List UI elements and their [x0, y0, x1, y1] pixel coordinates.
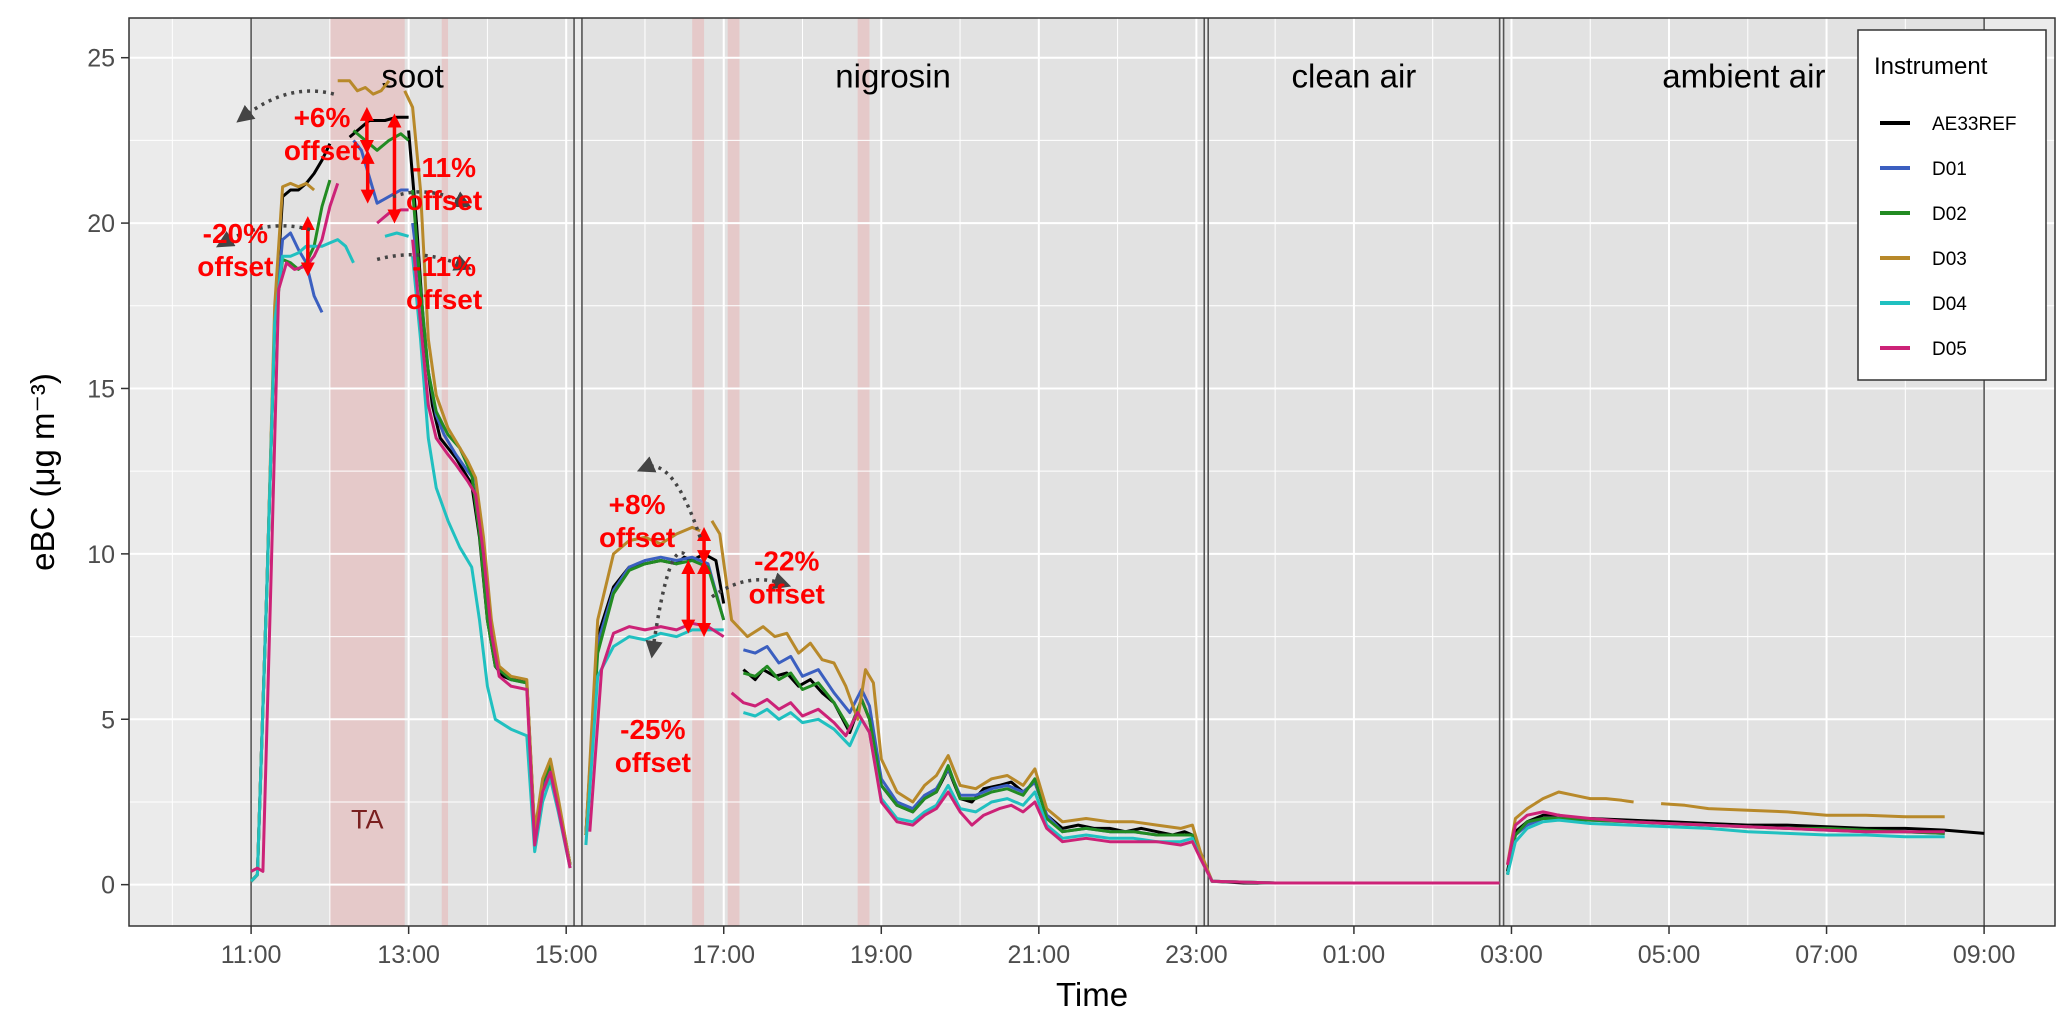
- x-tick-label: 09:00: [1953, 941, 2016, 969]
- annotation-leader-arrow: [392, 190, 472, 208]
- offset-word-label: offset: [197, 251, 273, 282]
- offset-percentage-label: -22%: [754, 545, 819, 576]
- shaded-period: [441, 18, 449, 926]
- series-line-d03: [403, 90, 572, 866]
- series-line-d03: [337, 79, 391, 96]
- x-tick-label: 11:00: [221, 941, 282, 969]
- x-tick-label: 13:00: [377, 941, 440, 969]
- offset-annotations: +6%offset-11%offset-20%offset -11%offset+…: [197, 89, 825, 778]
- data-series: [250, 79, 1985, 885]
- y-tick-label: 5: [101, 706, 115, 734]
- series-line-d02: [411, 189, 572, 866]
- shaded-period: [692, 18, 705, 926]
- offset-percentage-label: +6%: [294, 102, 351, 133]
- phase-label: ambient air: [1662, 57, 1825, 94]
- offset-percentage-label: +8%: [609, 489, 666, 520]
- series-line-d05: [411, 239, 572, 869]
- legend-box: [1857, 29, 2047, 381]
- legend-label-d01: D01: [1932, 159, 1967, 180]
- phase-label: clean air: [1292, 57, 1417, 94]
- x-tick-label: 23:00: [1165, 941, 1228, 969]
- x-tick-label: 07:00: [1795, 941, 1858, 969]
- legend-label-d03: D03: [1932, 249, 1967, 270]
- offset-percentage-label: -11%: [412, 251, 476, 282]
- series-line-d03: [710, 520, 1500, 885]
- shaded-period: [857, 18, 870, 926]
- offset-percentage-label: -20%: [203, 218, 268, 249]
- series-line-d03: [1506, 790, 1634, 866]
- shaded-period: [727, 18, 740, 926]
- y-tick-label: 0: [101, 872, 115, 900]
- x-tick-label: 05:00: [1638, 941, 1701, 969]
- series-line-d04: [742, 707, 1500, 885]
- plot-border: [128, 17, 2056, 927]
- series-line-d05: [1506, 810, 1945, 866]
- y-tick-label: 10: [87, 541, 115, 569]
- x-tick-label: 17:00: [692, 941, 755, 969]
- x-tick-label: 21:00: [1008, 941, 1071, 969]
- axes: 11:00 13:00 15:00 17:00 19:00 21:00 23:00 01:00…: [87, 45, 2015, 969]
- series-line-ae33ref: [1506, 813, 1985, 872]
- offset-word-label: offset: [599, 522, 675, 553]
- series-line-d04: [411, 256, 572, 869]
- series-line-d02: [742, 664, 1500, 885]
- legend-label-ae33ref: AE33REF: [1932, 114, 2016, 135]
- annotation-leader-arrow: [215, 224, 311, 248]
- legend-label-d02: D02: [1932, 204, 1967, 225]
- legend: Instrument AE33REF D01 D02 D03 D04 D05: [1857, 29, 2047, 381]
- phase-band: [581, 18, 1205, 926]
- y-tick-label: 15: [87, 375, 115, 403]
- offset-word-label: offset: [406, 185, 482, 216]
- offset-word-label: offset: [615, 747, 691, 778]
- annotation-leader-arrow: [636, 456, 702, 538]
- offset-word-label: offset: [406, 284, 482, 315]
- legend-label-d05: D05: [1932, 339, 1967, 360]
- series-line-d05: [250, 182, 340, 873]
- series-line-d04: [384, 231, 410, 238]
- y-tick-label: 20: [87, 210, 115, 238]
- x-tick-label: 15:00: [535, 941, 598, 969]
- y-axis-title: eBC (μg m⁻³): [24, 373, 61, 571]
- phase-label: nigrosin: [835, 57, 951, 94]
- annotation-leader-arrow: [376, 253, 472, 271]
- x-tick-label: 01:00: [1323, 941, 1386, 969]
- annotation-leader-arrow: [236, 89, 335, 123]
- plot-background: [129, 18, 2055, 926]
- gridlines: [129, 18, 2055, 968]
- offset-word-label: offset: [284, 135, 360, 166]
- phase-label: soot: [381, 57, 443, 94]
- x-axis-title: Time: [1056, 976, 1128, 1013]
- legend-title: Instrument: [1874, 53, 1988, 80]
- x-tick-label: 03:00: [1480, 941, 1543, 969]
- y-tick-label: 25: [87, 45, 115, 73]
- legend-label-d04: D04: [1932, 294, 1967, 315]
- offset-percentage-label: -11%: [412, 152, 476, 183]
- x-tick-label: 19:00: [850, 941, 913, 969]
- series-line-d03: [1660, 802, 1945, 819]
- series-line-d03: [584, 525, 701, 836]
- series-line-d05: [730, 691, 1500, 885]
- offset-percentage-label: -25%: [620, 714, 685, 745]
- shaded-period-label: TA: [351, 804, 384, 834]
- series-line-d04: [1506, 818, 1945, 876]
- offset-word-label: offset: [749, 578, 825, 609]
